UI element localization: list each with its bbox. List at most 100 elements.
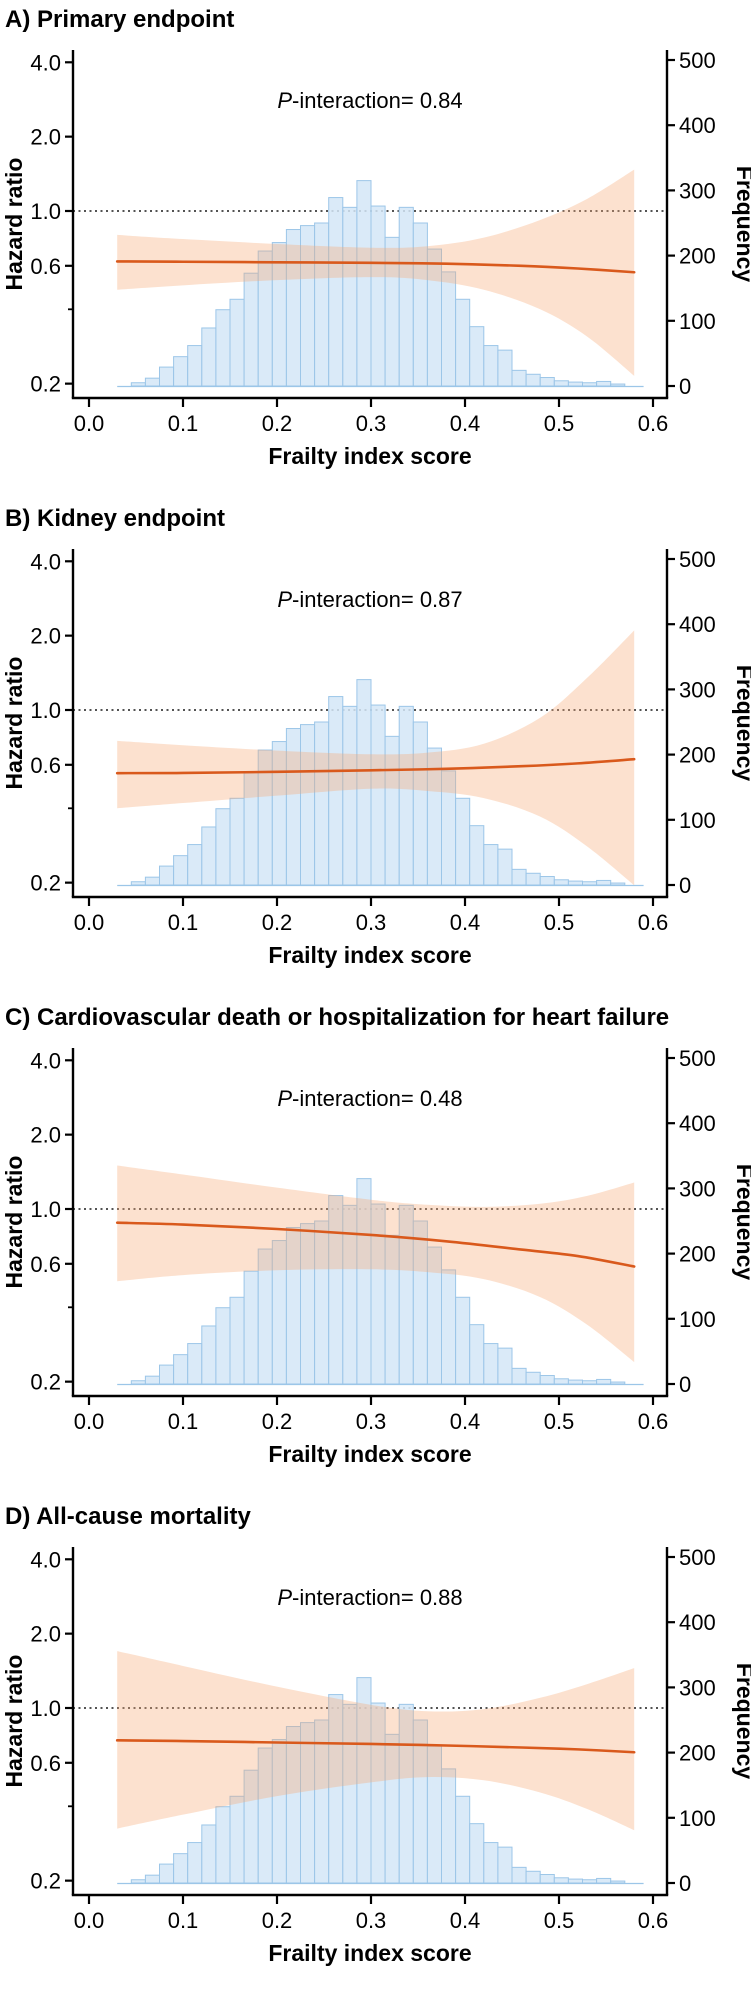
x-tick-label: 0.1 bbox=[168, 1409, 199, 1434]
y-right-tick-label: 0 bbox=[679, 873, 691, 898]
x-tick-label: 0.6 bbox=[638, 910, 669, 935]
histogram-bar bbox=[610, 383, 626, 387]
histogram-bar bbox=[215, 1307, 231, 1385]
histogram-bar bbox=[187, 1842, 203, 1884]
histogram-bar bbox=[229, 298, 245, 387]
histogram-bar bbox=[483, 1343, 499, 1385]
histogram-bar bbox=[187, 345, 203, 387]
x-tick-label: 0.5 bbox=[544, 1409, 575, 1434]
y-right-tick-label: 500 bbox=[679, 1046, 716, 1071]
histogram-bar bbox=[144, 1375, 160, 1385]
histogram-bar bbox=[511, 1866, 527, 1884]
panel-b-chart: B) Kidney endpoint P-interaction= 0.87 4.0… bbox=[1, 505, 751, 968]
y-right-tick-label: 100 bbox=[679, 309, 716, 334]
histogram-bar bbox=[469, 1324, 485, 1385]
histogram-bar bbox=[229, 1795, 245, 1884]
x-tick-label: 0.0 bbox=[74, 411, 105, 436]
histogram-bar bbox=[497, 848, 513, 886]
y-left-tick-label: 1.0 bbox=[30, 698, 61, 723]
histogram-bar bbox=[215, 309, 231, 387]
p-interaction-label: P-interaction= 0.87 bbox=[277, 587, 462, 612]
x-tick-label: 0.3 bbox=[356, 411, 387, 436]
histogram-bar bbox=[300, 724, 316, 886]
confidence-band bbox=[117, 1651, 635, 1831]
panel-a-chart: A) Primary endpoint P-interaction= 0.84 4.… bbox=[1, 6, 751, 469]
y-right-axis-title: Frequency bbox=[732, 1663, 751, 1780]
x-tick-label: 0.4 bbox=[450, 411, 481, 436]
y-right-tick-label: 0 bbox=[679, 1372, 691, 1397]
histogram-bar bbox=[539, 1375, 555, 1385]
histogram-bar bbox=[455, 298, 471, 387]
y-left-axis-title: Hazard ratio bbox=[1, 1655, 27, 1788]
histogram-bar bbox=[243, 272, 259, 387]
y-right-tick-label: 100 bbox=[679, 1806, 716, 1831]
panel-a: A) Primary endpoint P-interaction= 0.84 4.… bbox=[0, 0, 751, 499]
y-right-axis-title: Frequency bbox=[732, 1164, 751, 1281]
y-left-tick-label: 4.0 bbox=[30, 549, 61, 574]
histogram-bar bbox=[201, 1824, 217, 1884]
y-right-tick-label: 0 bbox=[679, 1871, 691, 1896]
histogram-bar bbox=[215, 1806, 231, 1884]
hazard-ratio-curve bbox=[115, 1221, 636, 1268]
y-left-tick-label: 1.0 bbox=[30, 199, 61, 224]
histogram-bar bbox=[159, 1364, 175, 1385]
histogram-bar bbox=[539, 377, 555, 387]
y-left-tick-label: 2.0 bbox=[30, 1123, 61, 1148]
x-axis-title: Frailty index score bbox=[268, 443, 471, 469]
histogram-bar bbox=[553, 380, 569, 387]
histogram-bar bbox=[567, 1878, 584, 1884]
confidence-band bbox=[117, 630, 635, 886]
histogram-bar bbox=[455, 797, 471, 886]
y-right-tick-label: 300 bbox=[679, 1675, 716, 1700]
histogram-bar bbox=[229, 797, 245, 886]
histogram-bar bbox=[412, 721, 428, 886]
histogram-bar bbox=[201, 327, 217, 387]
histogram-bar bbox=[328, 197, 344, 387]
histogram-bar bbox=[610, 1880, 626, 1884]
x-tick-label: 0.6 bbox=[638, 1409, 669, 1434]
confidence-band bbox=[117, 1165, 635, 1363]
x-tick-label: 0.5 bbox=[544, 910, 575, 935]
y-right-tick-label: 200 bbox=[679, 1242, 716, 1267]
hazard-ratio-curve bbox=[115, 260, 636, 274]
y-left-tick-label: 1.0 bbox=[30, 1696, 61, 1721]
histogram-bar bbox=[215, 808, 231, 886]
y-left-axis-title: Hazard ratio bbox=[1, 158, 27, 291]
histogram-bar bbox=[455, 1296, 471, 1385]
y-left-tick-label: 0.6 bbox=[30, 753, 61, 778]
panel-d-chart: D) All-cause mortality P-interaction= 0.8… bbox=[1, 1503, 751, 1966]
panel-title: B) Kidney endpoint bbox=[5, 505, 225, 532]
histogram-bar bbox=[173, 1853, 189, 1884]
y-right-tick-label: 500 bbox=[679, 1545, 716, 1570]
histogram-bar bbox=[469, 825, 485, 886]
hazard-ratio-curve bbox=[115, 1739, 636, 1754]
histogram-bar bbox=[483, 345, 499, 387]
histogram-bar bbox=[370, 704, 386, 886]
histogram-bar bbox=[497, 1347, 513, 1385]
histogram-bar bbox=[441, 1269, 457, 1385]
histogram-bar bbox=[525, 373, 541, 387]
histogram-bar bbox=[469, 1823, 485, 1884]
histogram-bar bbox=[596, 1378, 612, 1385]
x-tick-label: 0.0 bbox=[74, 1908, 105, 1933]
y-right-axis-title: Frequency bbox=[732, 166, 751, 283]
histogram-bar bbox=[525, 1870, 541, 1884]
x-axis-title: Frailty index score bbox=[268, 1441, 471, 1467]
x-tick-label: 0.4 bbox=[450, 1409, 481, 1434]
histogram-bar bbox=[567, 1379, 584, 1385]
histogram-bar bbox=[596, 380, 612, 387]
histogram-bar bbox=[582, 881, 598, 886]
y-left-axis-title: Hazard ratio bbox=[1, 657, 27, 790]
histogram-bar bbox=[511, 369, 527, 387]
histogram-bar bbox=[370, 205, 386, 387]
histogram-bar bbox=[553, 879, 569, 886]
x-tick-label: 0.3 bbox=[356, 910, 387, 935]
x-tick-label: 0.5 bbox=[544, 1908, 575, 1933]
panel-d: D) All-cause mortality P-interaction= 0.8… bbox=[0, 1497, 751, 1996]
histogram-bar bbox=[610, 882, 626, 886]
y-left-tick-label: 0.2 bbox=[30, 871, 61, 896]
p-interaction-label: P-interaction= 0.84 bbox=[277, 88, 462, 113]
y-right-tick-label: 500 bbox=[679, 48, 716, 73]
histogram-bar bbox=[511, 868, 527, 886]
panel-c-chart: C) Cardiovascular death or hospitalizati… bbox=[1, 1004, 751, 1467]
